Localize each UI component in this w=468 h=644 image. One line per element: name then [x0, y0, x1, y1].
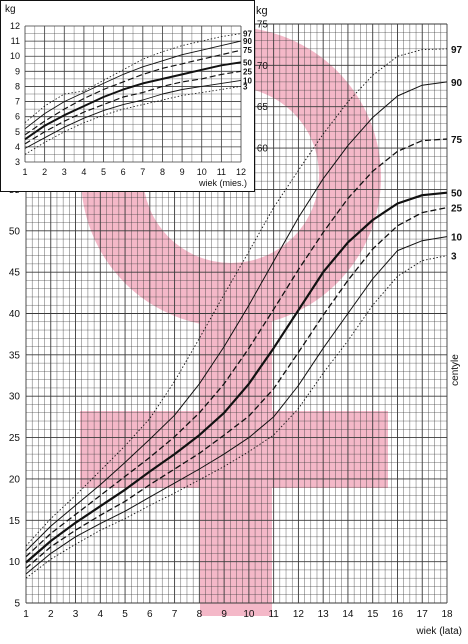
x-tick-label: 7: [172, 609, 178, 620]
x-tick-label: 8: [197, 609, 203, 620]
inset-x-tick-label: 8: [160, 167, 165, 177]
y-tick-label-left: 50: [9, 226, 21, 237]
inset-x-tick-label: 5: [101, 167, 106, 177]
centile-curve-50: [25, 191, 448, 564]
y-tick-label-left: 35: [9, 350, 21, 361]
inset-y-tick-label: 4: [15, 142, 20, 152]
inset-y-tick-label: 5: [15, 127, 20, 137]
y-tick-label-right: 75: [257, 20, 269, 31]
x-tick-label: 9: [221, 609, 227, 620]
centile-label-90: 90: [451, 78, 463, 89]
y-tick-label-left: 30: [9, 392, 21, 403]
x-tick-label: 1: [23, 609, 29, 620]
y-tick-label-left: 15: [9, 516, 21, 527]
inset-x-tick-label: 3: [62, 167, 67, 177]
y-tick-label-left: 5: [14, 599, 20, 610]
main-y-unit-right: kg: [256, 5, 268, 17]
inset-centile-curve-75: [24, 49, 242, 136]
inset-x-tick-label: 1: [22, 167, 27, 177]
inset-x-tick-label: 9: [180, 167, 185, 177]
inset-centile-label-90: 90: [243, 37, 252, 46]
x-tick-label: 10: [243, 609, 255, 620]
inset-centile-curve-10: [24, 79, 242, 149]
inset-x-tick-label: 12: [236, 167, 246, 177]
inset-centile-label-50: 50: [243, 58, 252, 67]
main-curves: [25, 48, 448, 579]
inset-border: [0, 0, 255, 192]
main-x-axis-label: wiek (lata): [415, 626, 462, 637]
inset-x-tick-label: 4: [81, 167, 86, 177]
inset-y-tick-label: 6: [15, 112, 20, 122]
inset-y-tick-label: 3: [15, 157, 20, 167]
inset-x-tick-label: 2: [42, 167, 47, 177]
centile-label-10: 10: [451, 233, 463, 244]
x-tick-label: 13: [318, 609, 330, 620]
x-tick-label: 4: [98, 609, 104, 620]
x-tick-label: 2: [48, 609, 54, 620]
inset-centile-curve-90: [24, 40, 242, 130]
inset-centile-label-75: 75: [243, 46, 252, 55]
inset-y-tick-label: 10: [10, 51, 20, 61]
y-tick-label-left: 10: [9, 557, 21, 568]
x-tick-label: 18: [441, 609, 453, 620]
x-tick-label: 6: [147, 609, 153, 620]
x-tick-label: 3: [73, 609, 79, 620]
centile-label-right: centyle: [450, 354, 461, 386]
centile-curve-10: [25, 236, 448, 575]
inset-centile-label-25: 25: [243, 67, 252, 76]
y-tick-label-right: 65: [257, 102, 269, 113]
x-tick-label: 11: [268, 609, 279, 620]
centile-curve-90: [25, 81, 448, 552]
inset-labels: 1 2 3 4 5 6 7 8 9 10 11 123456789101112310255075909…: [10, 21, 252, 177]
centile-label-75: 75: [451, 135, 463, 146]
x-tick-label: 16: [392, 609, 404, 620]
y-tick-label-left: 20: [9, 474, 21, 485]
inset-centile-label-10: 10: [243, 76, 252, 85]
inset-centile-label-3: 3: [243, 82, 248, 91]
y-tick-label-left: 25: [9, 433, 21, 444]
inset-x-tick-label: 7: [140, 167, 145, 177]
inset-x-tick-label: 10: [197, 167, 207, 177]
inset-centile-label-97: 97: [243, 30, 252, 39]
inset-y-unit: kg: [5, 4, 16, 15]
inset-x-axis-label: wiek (mies.): [198, 178, 247, 188]
x-tick-label: 15: [367, 609, 379, 620]
inset-x-tick-label: 6: [121, 167, 126, 177]
centile-label-50: 50: [451, 189, 463, 200]
centile-curve-3: [25, 255, 448, 579]
inset-y-tick-label: 7: [15, 97, 20, 107]
x-tick-label: 5: [122, 609, 128, 620]
inset-y-tick-label: 11: [11, 36, 20, 46]
inset-y-tick-label: 8: [15, 81, 20, 91]
x-tick-label: 17: [417, 609, 429, 620]
inset-centile-curve-50: [24, 61, 242, 141]
inset-centile-curve-97: [24, 33, 242, 124]
y-tick-label-left: 45: [9, 268, 21, 279]
y-tick-label-left: 40: [9, 309, 21, 320]
centile-label-97: 97: [451, 45, 463, 56]
x-tick-label: 14: [342, 609, 354, 620]
x-tick-label: 12: [293, 609, 305, 620]
inset-centile-curve-25: [24, 70, 242, 145]
y-tick-label-right: 70: [257, 61, 269, 72]
inset-x-tick-label: 11: [217, 167, 226, 177]
centile-curve-75: [25, 138, 448, 558]
centile-label-3: 3: [451, 252, 457, 263]
inset-y-tick-label: 12: [10, 21, 20, 31]
centile-curve-97: [25, 48, 448, 547]
centile-curve-25: [25, 206, 448, 569]
centile-label-25: 25: [451, 204, 463, 215]
y-tick-label-right: 60: [257, 144, 269, 155]
inset-y-tick-label: 9: [15, 66, 20, 76]
inset-curves: [24, 33, 242, 155]
